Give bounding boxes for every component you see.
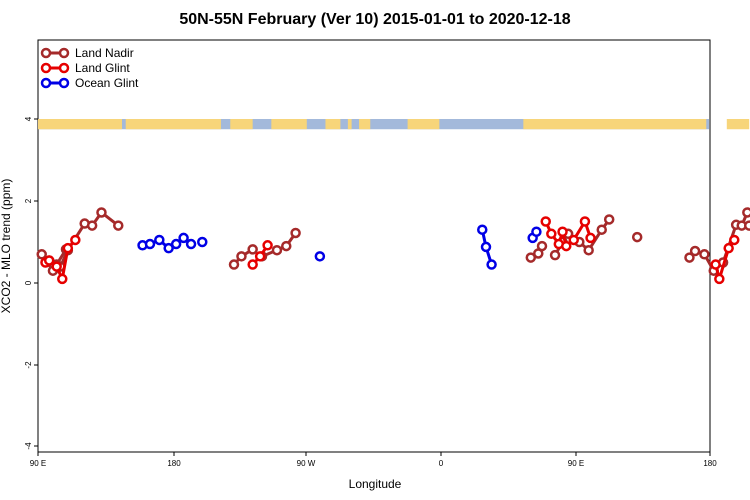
land-nadir-point bbox=[290, 227, 301, 239]
land-nadir-point bbox=[684, 252, 695, 263]
legend-marker-land-nadir bbox=[58, 47, 70, 59]
land-ocean-strip bbox=[38, 119, 750, 130]
legend-marker-ocean-glint bbox=[40, 77, 52, 89]
land-nadir-point bbox=[228, 259, 240, 270]
land-band bbox=[271, 119, 307, 130]
x-tick-label: 0 bbox=[439, 459, 444, 468]
series-layer bbox=[36, 207, 750, 285]
ocean-glint-point bbox=[477, 224, 488, 235]
land-glint-point bbox=[43, 255, 55, 266]
land-nadir-point bbox=[689, 245, 701, 257]
land-glint-point bbox=[262, 240, 273, 251]
land-band bbox=[230, 119, 253, 130]
chart-title: 50N-55N February (Ver 10) 2015-01-01 to … bbox=[179, 11, 570, 28]
legend-label-ocean-glint: Ocean Glint bbox=[75, 76, 139, 90]
y-tick-label: 0 bbox=[24, 280, 33, 285]
land-band bbox=[325, 119, 341, 130]
ocean-glint-point bbox=[154, 234, 165, 246]
land-nadir-point bbox=[86, 220, 98, 231]
x-tick-label: 180 bbox=[167, 459, 181, 468]
x-tick-label: 180 bbox=[703, 459, 717, 468]
land-glint-point bbox=[51, 261, 62, 272]
land-nadir-point bbox=[742, 207, 750, 218]
x-tick-label: 90 E bbox=[568, 459, 584, 468]
legend-marker-land-nadir bbox=[40, 47, 52, 59]
plot-frame bbox=[37, 39, 711, 453]
land-band bbox=[359, 119, 371, 130]
land-nadir-point bbox=[603, 214, 615, 225]
land-nadir-point bbox=[36, 249, 47, 260]
land-band bbox=[38, 119, 122, 130]
land-nadir-point bbox=[525, 252, 537, 263]
ocean-glint-point bbox=[144, 238, 156, 250]
land-glint-point bbox=[254, 251, 266, 262]
land-nadir-point bbox=[743, 220, 750, 231]
land-band bbox=[347, 119, 352, 130]
ocean-glint-point bbox=[197, 236, 208, 248]
legend-label-land-nadir: Land Nadir bbox=[75, 46, 134, 60]
y-tick-label: 2 bbox=[24, 198, 33, 203]
land-nadir-point bbox=[247, 244, 258, 255]
land-glint-point bbox=[710, 259, 721, 270]
land-nadir-point bbox=[96, 207, 107, 218]
ocean-glint-point bbox=[185, 238, 197, 250]
land-glint-point bbox=[714, 273, 725, 285]
land-glint-point bbox=[540, 216, 551, 227]
y-tick-label: 4 bbox=[24, 116, 33, 121]
land-glint-point bbox=[546, 228, 557, 240]
land-nadir-point bbox=[271, 244, 283, 256]
land-nadir-point bbox=[536, 240, 548, 252]
legend-marker-ocean-glint bbox=[58, 77, 70, 89]
legend-marker-land-glint bbox=[40, 62, 52, 74]
y-tick-label: -4 bbox=[24, 442, 33, 450]
land-nadir-point bbox=[281, 240, 292, 252]
ocean-glint-point bbox=[486, 259, 497, 270]
legend-label-land-glint: Land Glint bbox=[75, 61, 130, 75]
y-axis-label: XCO2 - MLO trend (ppm) bbox=[0, 179, 13, 314]
land-band bbox=[125, 119, 221, 130]
ocean-glint-point bbox=[314, 251, 326, 262]
ocean-band bbox=[39, 119, 709, 130]
ocean-glint-point bbox=[170, 238, 182, 250]
land-glint-point bbox=[561, 240, 572, 252]
land-band bbox=[726, 119, 750, 130]
land-glint-point bbox=[579, 216, 591, 227]
land-glint-point bbox=[247, 259, 258, 270]
land-nadir-point bbox=[596, 224, 607, 235]
land-nadir-point bbox=[236, 251, 247, 262]
land-glint-point bbox=[557, 226, 568, 237]
land-glint-point bbox=[723, 242, 734, 254]
axes: 90 E 180 90 W 0 90 E 180 -4 -2 0 2 4 bbox=[24, 116, 717, 468]
y-tick-label: -2 bbox=[24, 361, 33, 369]
ocean-glint-point bbox=[531, 226, 542, 237]
land-nadir-point bbox=[699, 249, 710, 260]
land-glint-point bbox=[585, 232, 596, 244]
legend-marker-land-glint bbox=[58, 62, 70, 74]
land-glint-point bbox=[729, 234, 740, 246]
land-nadir-point bbox=[549, 249, 561, 261]
land-glint-point bbox=[568, 234, 579, 246]
ocean-glint-point bbox=[163, 242, 174, 254]
land-glint-point bbox=[70, 234, 81, 246]
land-nadir-point bbox=[583, 244, 594, 256]
land-band bbox=[523, 119, 707, 130]
ocean-glint-point bbox=[178, 232, 189, 244]
land-glint-point bbox=[57, 273, 68, 285]
x-axis-label: Longitude bbox=[349, 477, 402, 491]
land-nadir-point bbox=[113, 220, 124, 231]
x-tick-label: 90 E bbox=[30, 459, 46, 468]
land-glint-point bbox=[62, 242, 74, 254]
land-band bbox=[407, 119, 440, 130]
ocean-glint-point bbox=[480, 241, 492, 253]
land-nadir-point bbox=[631, 231, 643, 243]
x-tick-label: 90 W bbox=[297, 459, 316, 468]
